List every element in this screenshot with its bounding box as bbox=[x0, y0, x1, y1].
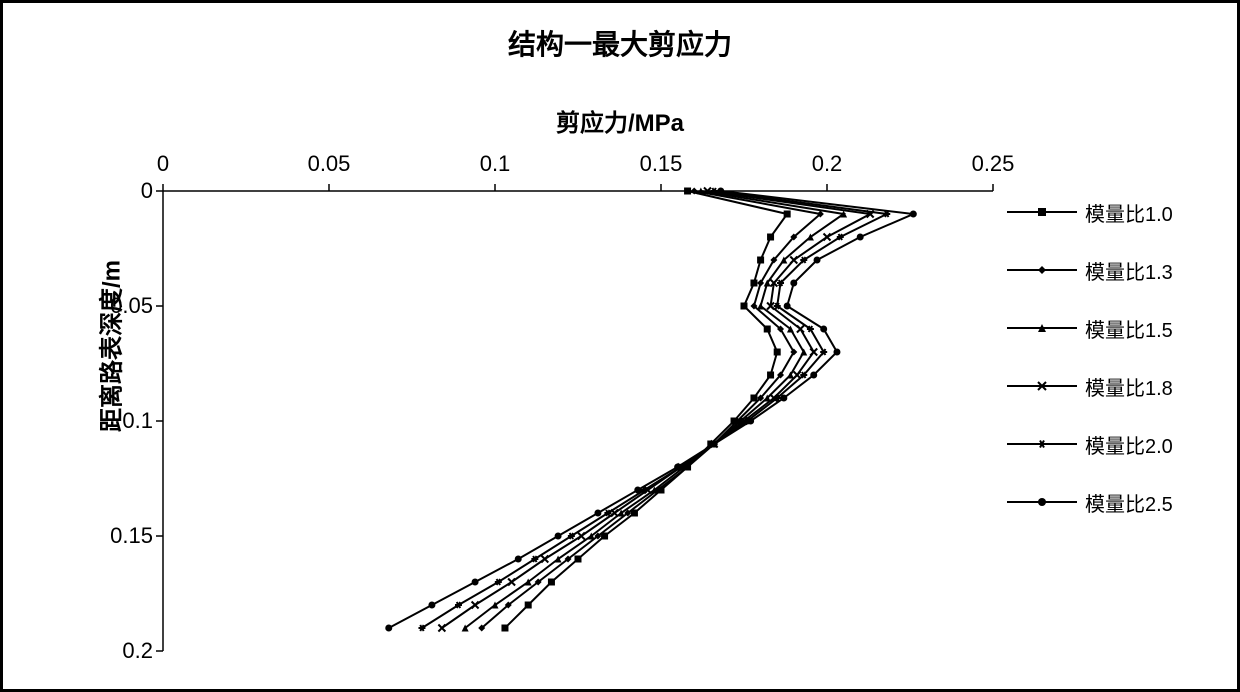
y-tick-label: 0 bbox=[93, 178, 153, 204]
x-tick-label: 0 bbox=[157, 151, 169, 177]
legend-label: 模量比2.0 bbox=[1085, 430, 1173, 459]
y-tick-label: 0.1 bbox=[93, 408, 153, 434]
series-模量比1.0 bbox=[501, 188, 790, 632]
legend-item: 模量比2.5 bbox=[1007, 488, 1217, 516]
legend-label: 模量比1.8 bbox=[1085, 372, 1173, 401]
legend-label: 模量比1.0 bbox=[1085, 198, 1173, 227]
series-模量比2.5 bbox=[385, 188, 917, 632]
legend-item: 模量比1.0 bbox=[1007, 198, 1217, 226]
legend-marker-icon bbox=[1007, 256, 1077, 284]
legend-item: 模量比1.8 bbox=[1007, 372, 1217, 400]
chart-title: 结构一最大剪应力 bbox=[3, 23, 1237, 63]
y-tick-label: 0.15 bbox=[93, 523, 153, 549]
x-tick-label: 0.25 bbox=[972, 151, 1015, 177]
x-axis-title: 剪应力/MPa bbox=[3, 103, 1237, 138]
y-axis-title: 距离路表深度/m bbox=[92, 260, 127, 432]
chart-container: 结构一最大剪应力 剪应力/MPa 距离路表深度/m 0 0.05 0.1 0.15 0.… bbox=[0, 0, 1240, 692]
plot-svg bbox=[163, 191, 993, 651]
series-模量比2.0 bbox=[418, 188, 890, 631]
legend-item: 模量比1.5 bbox=[1007, 314, 1217, 342]
legend-label: 模量比1.3 bbox=[1085, 256, 1173, 285]
x-tick-label: 0.2 bbox=[812, 151, 843, 177]
legend-label: 模量比1.5 bbox=[1085, 314, 1173, 343]
y-tick-label: 0.05 bbox=[93, 293, 153, 319]
series-模量比1.8 bbox=[438, 188, 873, 632]
x-tick-label: 0.05 bbox=[308, 151, 351, 177]
series-模量比1.5 bbox=[462, 188, 847, 632]
legend-marker-icon bbox=[1007, 372, 1077, 400]
legend-marker-icon bbox=[1007, 488, 1077, 516]
x-tick-label: 0.15 bbox=[640, 151, 683, 177]
legend-marker-icon bbox=[1007, 198, 1077, 226]
legend: 模量比1.0 模量比1.3 模量比1.5 模量比1.8 模量比2.0 模量比2.5 bbox=[1007, 198, 1217, 546]
legend-marker-icon bbox=[1007, 314, 1077, 342]
series-模量比1.3 bbox=[478, 188, 824, 632]
legend-marker-icon bbox=[1007, 430, 1077, 458]
legend-item: 模量比1.3 bbox=[1007, 256, 1217, 284]
x-tick-label: 0.1 bbox=[480, 151, 511, 177]
plot-area bbox=[163, 191, 993, 651]
y-tick-label: 0.2 bbox=[93, 638, 153, 664]
legend-item: 模量比2.0 bbox=[1007, 430, 1217, 458]
legend-label: 模量比2.5 bbox=[1085, 488, 1173, 517]
